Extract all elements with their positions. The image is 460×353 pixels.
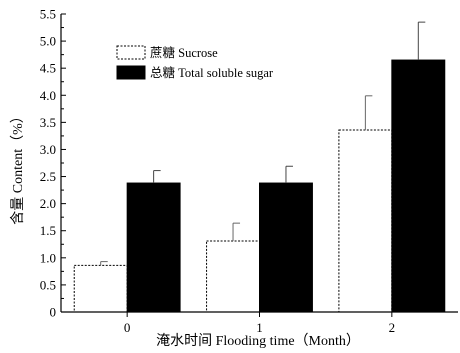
bar-total-sugar-1	[259, 182, 313, 313]
y-tick-label: 1.0	[40, 250, 56, 265]
bars-group	[73, 21, 446, 313]
y-tick-label: 1.5	[40, 223, 56, 238]
legend-label-total-sugar: 总糖 Total soluble sugar	[150, 65, 274, 80]
y-tick-label: 4.5	[40, 61, 56, 76]
bar-total-sugar-0	[126, 182, 181, 313]
bar-total-sugar-2	[391, 59, 446, 313]
y-tick-label: 0	[50, 305, 57, 320]
y-tick-label: 3.5	[40, 115, 56, 130]
y-tick-label: 2.5	[40, 169, 56, 184]
legend-swatch-total-sugar	[116, 65, 146, 80]
x-tick-label: 1	[256, 320, 263, 335]
legend-swatch-sucrose	[116, 45, 146, 60]
bar-sucrose-2	[338, 129, 393, 313]
y-tick-label: 3.0	[40, 142, 56, 157]
x-tick-label: 0	[124, 320, 131, 335]
legend-label-sucrose: 蔗糖 Sucrose	[150, 45, 218, 60]
legend: 蔗糖 Sucrose 总糖 Total soluble sugar	[116, 45, 274, 80]
bar-sucrose-0	[73, 264, 128, 313]
y-tick-label: 2.0	[40, 196, 56, 211]
y-axis-title: 含量 Content（%）	[10, 109, 26, 225]
y-tick-label: 4.0	[40, 88, 56, 103]
x-tick-label: 2	[389, 320, 396, 335]
y-tick-label: 5.0	[40, 34, 56, 49]
y-tick-label: 0.5	[40, 277, 56, 292]
bar-sucrose-1	[206, 240, 260, 313]
y-tick-label: 5.5	[40, 7, 56, 22]
axes-group: 0 1 2 0 0.5 1.0 1.5 2.0 2.5 3.0 3.5 4.0 4.5 5.0 5.5	[40, 7, 458, 335]
x-axis-title: 淹水时间 Flooding time（Month）	[156, 333, 360, 349]
